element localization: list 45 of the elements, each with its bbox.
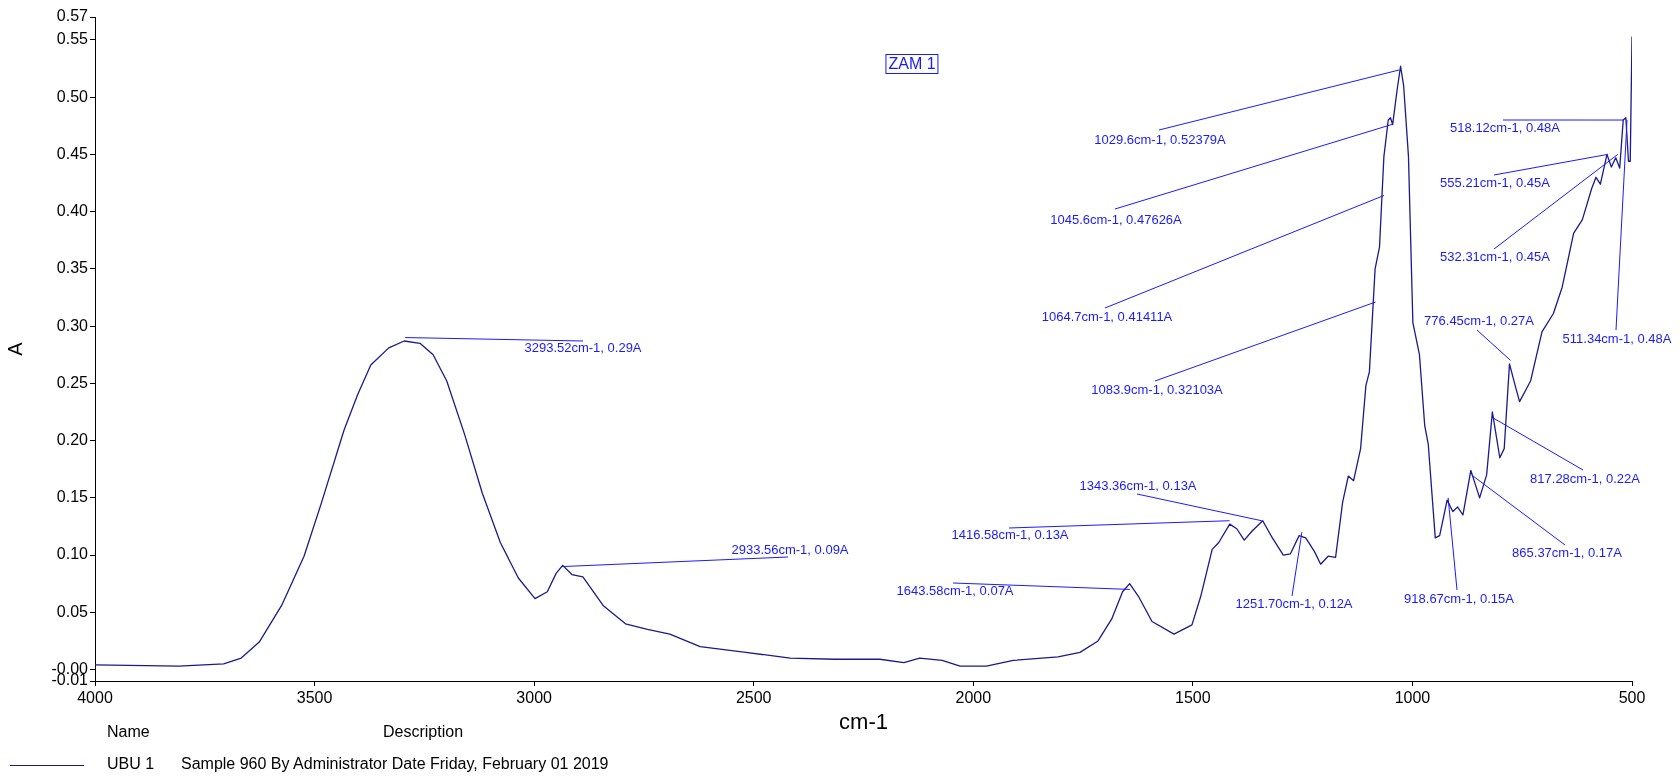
annotation: 518.12cm-1, 0.48A [1450,119,1561,135]
text: Sample 960 By Administrator Date Friday, February 01 2019 [181,755,609,773]
x-tick-label: 3000 [516,689,553,707]
annotation: 532.31cm-1, 0.45A [1440,248,1551,264]
annotation: 1045.6cm-1, 0.47626A [1050,211,1183,227]
y-tick-label: 0.15 [56,488,89,506]
x-axis-title: cm-1 [839,708,888,734]
annotation: 1416.58cm-1, 0.13A [951,526,1069,542]
annotation: 1643.58cm-1, 0.07A [896,582,1014,598]
annotation: 865.37cm-1, 0.17A [1512,544,1623,560]
y-tick-label: 0.10 [56,545,89,563]
y-tick-label: 0.20 [56,430,89,448]
x-tick-label: 500 [1618,689,1646,707]
y-tick-label: 0.50 [56,87,89,105]
annotation: 1251.70cm-1, 0.12A [1235,595,1353,611]
x-tick-label: 1500 [1175,689,1211,707]
y-tick-label: 0.30 [56,316,89,334]
annotation: 1064.7cm-1, 0.41411A [1041,308,1173,324]
x-tick-label: 2000 [955,689,992,707]
annotation: 776.45cm-1, 0.27A [1424,312,1535,328]
annotation: 3293.52cm-1, 0.29A [524,339,642,355]
annotation: 2933.56cm-1, 0.09A [731,541,849,557]
legend-label: UBU 1 [107,755,155,773]
y-tick-label: 0.35 [56,259,89,277]
y-axis-title: A [3,341,26,356]
y-tick-label: 0.45 [56,144,89,162]
annotation: 1029.6cm-1, 0.52379A [1094,131,1227,147]
annotation: 511.34cm-1, 0.48A [1562,330,1672,346]
x-tick-label: 2500 [735,689,772,707]
annotation: 1083.9cm-1, 0.32103A [1091,381,1224,397]
text: Description [383,723,464,741]
y-tick-label: 0.40 [56,202,89,220]
x-tick-label: 3500 [296,689,333,707]
y-tick-label: 0.55 [56,30,89,48]
y-tick-label: 0.57 [56,7,89,25]
annotation: 817.28cm-1, 0.22A [1530,470,1641,486]
x-tick-label: 1000 [1394,689,1431,707]
text: ZAM 1 [885,54,939,74]
y-tick-label: 0.25 [56,373,89,391]
annotation: 918.67cm-1, 0.15A [1404,590,1515,606]
text: Name [107,723,150,741]
x-tick-label: 4000 [77,689,113,707]
annotation: 1343.36cm-1, 0.13A [1079,477,1197,493]
y-tick-label: 0.05 [56,602,89,620]
annotation: 555.21cm-1, 0.45A [1440,174,1551,190]
